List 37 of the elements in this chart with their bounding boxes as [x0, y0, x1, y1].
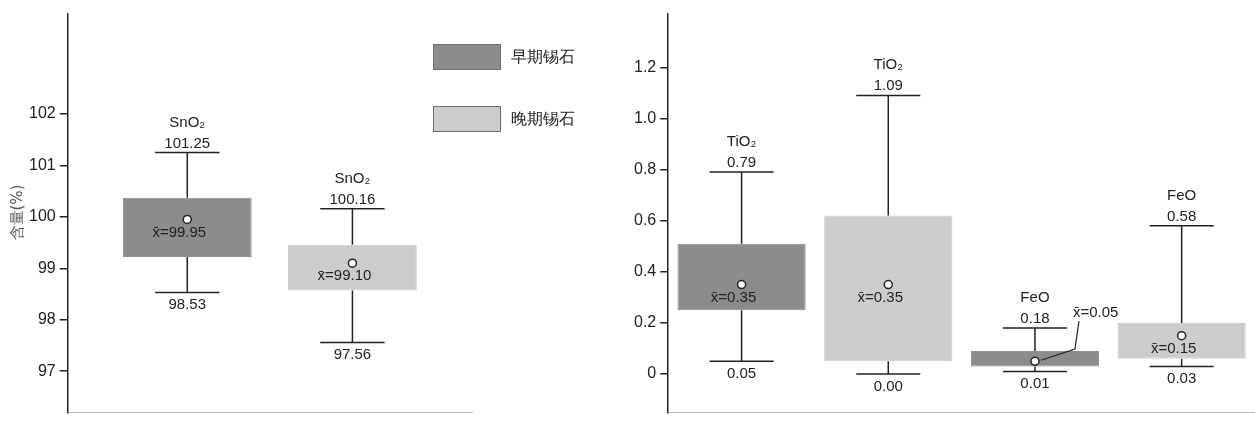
y-tick-label: 0 [647, 364, 657, 382]
annotation: 0.79 [726, 153, 757, 171]
annotation: 0.03 [1167, 369, 1197, 387]
annotation: 101.25 [164, 133, 211, 151]
category-label: SnO₂ [334, 168, 371, 186]
annotation: x̄=0.15 [1150, 338, 1197, 356]
annotation: 0.18 [1020, 309, 1050, 327]
y-tick-label: 98 [37, 310, 56, 328]
annotation: x̄=99.10 [317, 266, 372, 284]
annotation: 0.05 [726, 363, 757, 381]
annotation: x̄=99.95 [152, 222, 207, 240]
annotation: 0.58 [1167, 206, 1197, 224]
annotation: 0.00 [873, 376, 903, 394]
annotation: 100.16 [329, 189, 376, 207]
y-tick-label: 100 [28, 207, 56, 225]
y-tick-label: 1.0 [633, 108, 657, 126]
y-tick-label: 102 [28, 104, 56, 122]
annotation: x̄=0.05 [1072, 303, 1119, 321]
legend-label: 晚期锡石 [511, 108, 575, 130]
y-axis-title: 含量(%) [7, 183, 27, 243]
annotation: 1.09 [873, 76, 903, 94]
annotation: x̄=0.35 [857, 287, 904, 305]
category-label: FeO [1167, 185, 1197, 203]
annotation: 98.53 [168, 295, 207, 313]
y-tick-label: 101 [28, 155, 56, 173]
y-tick-label: 0.6 [633, 211, 657, 229]
annotation: 0.01 [1020, 374, 1050, 392]
y-tick-label: 0.2 [633, 313, 657, 331]
y-tick-label: 0.4 [633, 262, 657, 280]
legend-label: 早期锡石 [511, 46, 575, 68]
y-tick-label: 0.8 [633, 159, 657, 177]
annotation: x̄=0.35 [710, 287, 757, 305]
y-tick-label: 97 [37, 361, 56, 379]
y-tick-label: 1.2 [633, 57, 657, 75]
category-label: TiO₂ [873, 55, 903, 73]
y-tick-label: 99 [37, 258, 56, 276]
annotation: 97.56 [333, 345, 372, 363]
